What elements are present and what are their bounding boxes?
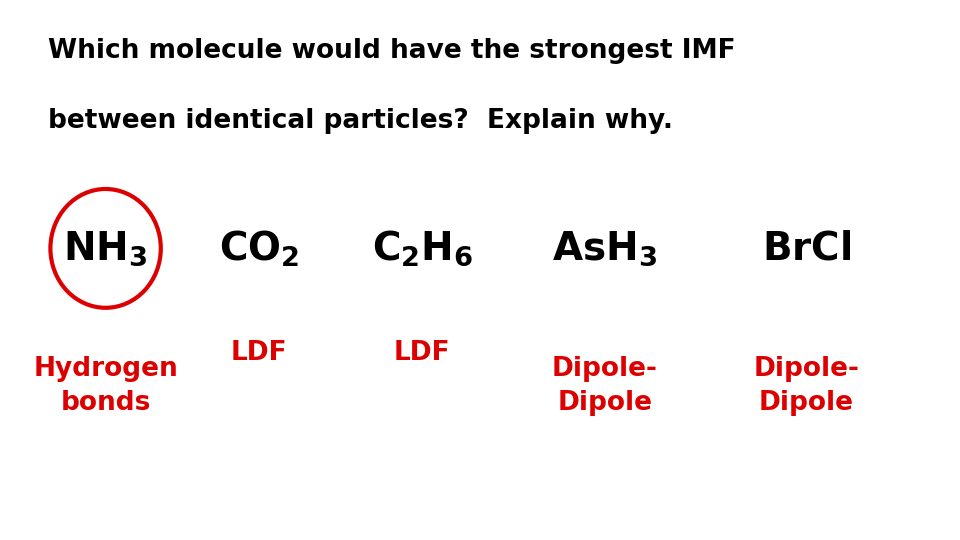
Text: $\mathbf{AsH_3}$: $\mathbf{AsH_3}$ [552,229,658,268]
Text: LDF: LDF [395,340,450,366]
Text: Hydrogen
bonds: Hydrogen bonds [34,356,178,416]
Text: $\mathbf{CO_2}$: $\mathbf{CO_2}$ [219,228,300,268]
Text: $\mathbf{NH_3}$: $\mathbf{NH_3}$ [63,229,148,268]
Text: Which molecule would have the strongest IMF: Which molecule would have the strongest … [48,38,735,64]
Text: LDF: LDF [231,340,287,366]
Text: Dipole-
Dipole: Dipole- Dipole [552,356,658,416]
Text: between identical particles?  Explain why.: between identical particles? Explain why… [48,108,673,134]
Text: Dipole-
Dipole: Dipole- Dipole [754,356,859,416]
Text: $\mathbf{BrCl}$: $\mathbf{BrCl}$ [761,230,852,267]
Text: $\mathbf{C_2H_6}$: $\mathbf{C_2H_6}$ [372,228,473,268]
